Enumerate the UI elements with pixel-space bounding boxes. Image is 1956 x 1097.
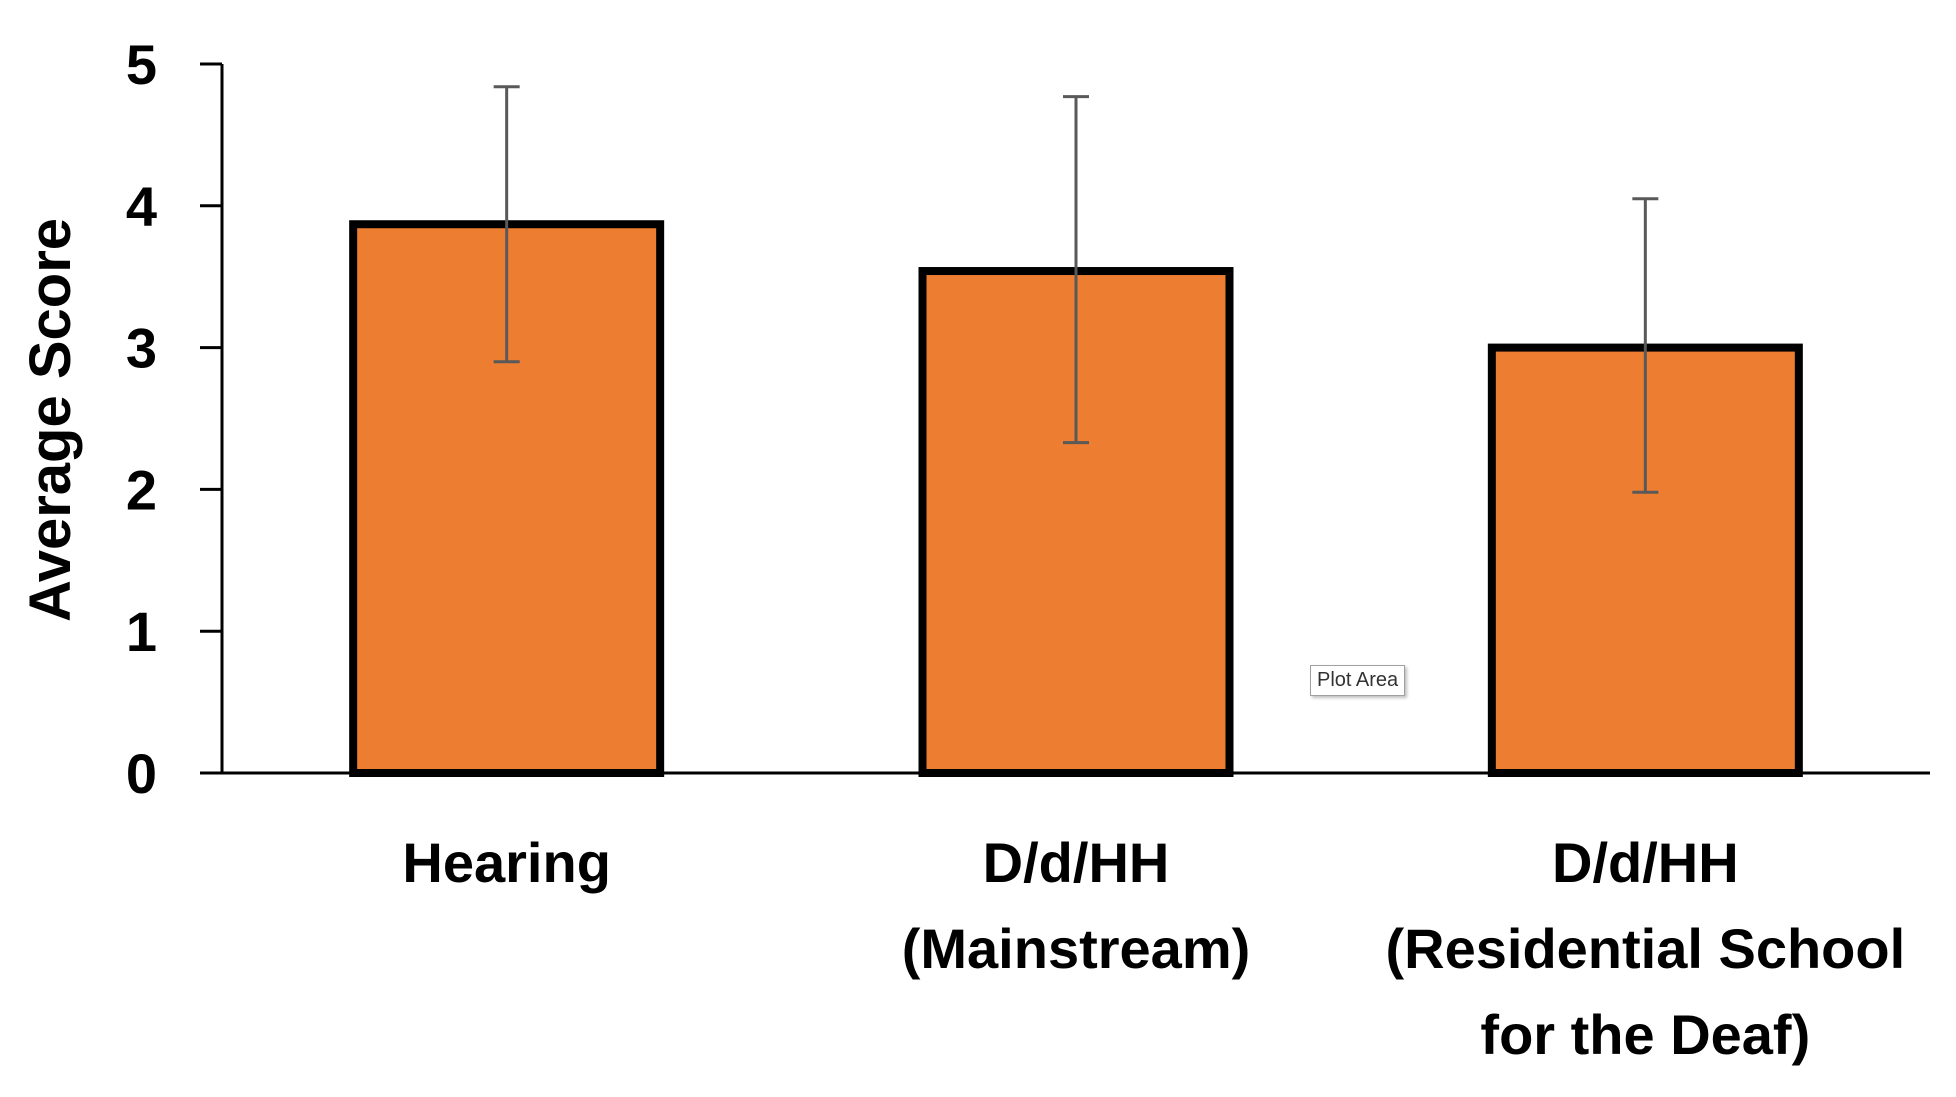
y-tick-labels: 0 1 2 3 4 5 — [126, 33, 222, 805]
y-tick-label: 3 — [126, 317, 157, 380]
x-tick-label: (Residential School — [1386, 917, 1906, 980]
x-tick-label: D/d/HH — [983, 831, 1170, 894]
y-tick-label: 2 — [126, 458, 157, 521]
x-tick-labels: Hearing D/d/HH (Mainstream) D/d/HH (Resident… — [402, 831, 1905, 1066]
x-tick-label: (Mainstream) — [902, 917, 1251, 980]
y-tick-label: 0 — [126, 742, 157, 805]
bars — [349, 220, 1803, 777]
y-tick-label: 4 — [126, 175, 157, 238]
y-axis-label: Average Score — [18, 218, 83, 622]
x-tick-label: Hearing — [402, 831, 611, 894]
plot-area-tooltip: Plot Area — [1310, 665, 1406, 696]
error-bars — [493, 85, 1659, 494]
x-tick-label: D/d/HH — [1552, 831, 1739, 894]
y-tick-label: 1 — [126, 600, 157, 663]
y-tick-label: 5 — [126, 33, 157, 96]
x-tick-label: for the Deaf) — [1480, 1003, 1810, 1066]
